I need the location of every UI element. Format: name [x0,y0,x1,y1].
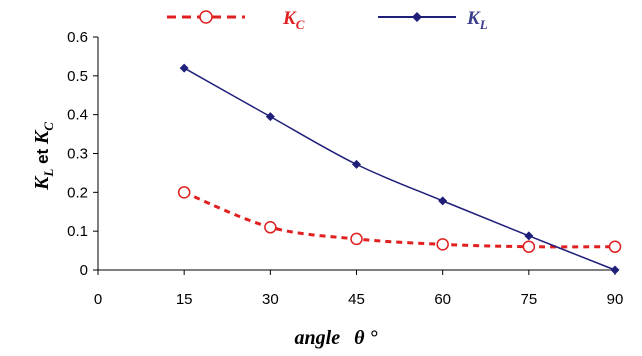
series-kl-point-2 [352,159,361,169]
y-tick-label-1: 0.1 [67,223,88,240]
y-axis-title-k2-sub: C [41,122,56,131]
legend-kl-marker [412,12,422,22]
y-tick-label-4: 0.4 [67,107,88,124]
x-ticks: 0 15 30 45 60 75 90 [94,270,624,308]
series-kl-point-0 [179,63,189,73]
axes: 0 0.1 0.2 0.3 0.4 0.5 0.6 0 15 30 45 60 75 90 [67,29,623,308]
x-tick-label-5: 75 [520,291,537,308]
y-tick-label-0: 0 [80,262,88,279]
legend-kc-marker [199,10,213,24]
y-ticks: 0 0.1 0.2 0.3 0.4 0.5 0.6 [67,29,98,279]
legend-kl-label-sub: L [479,17,488,32]
x-axis-title-unit: ° [369,327,377,349]
x-tick-label-1: 15 [176,291,193,308]
legend-kc-label-sub: C [296,17,305,32]
series-kl-line [183,67,616,271]
legend-kl-label: KL [466,8,488,32]
series-kc-point-5 [608,240,622,253]
x-tick-label-4: 60 [434,291,451,308]
y-tick-label-3: 0.3 [67,146,88,163]
x-tick-label-0: 0 [94,291,102,308]
x-axis-title: angle θ ° [295,327,378,349]
series-layer [177,63,622,275]
y-tick-label-2: 0.2 [67,184,88,201]
legend-kl-label-main: K [466,8,481,29]
y-tick-label-6: 0.6 [67,29,88,46]
series-kl-point-1 [265,112,275,122]
series-kl-point-4 [524,231,534,241]
x-axis-title-symbol: θ [354,327,365,349]
legend: KC KL [167,8,488,32]
y-axis-title-k1-sub: L [41,169,56,178]
legend-item-kc: KC [167,8,305,32]
series-kc-line [183,190,616,249]
series-kl-point-3 [438,196,448,206]
x-axis-title-main: angle [295,327,341,349]
y-axis-title-k2: K [31,129,53,145]
legend-item-kl: KL [378,8,488,32]
y-axis-title-k1: K [31,175,53,191]
x-tick-label-2: 30 [262,291,279,308]
x-tick-label-3: 45 [348,291,365,308]
y-axis-title: KL et KC [31,122,56,191]
x-tick-label-6: 90 [607,291,624,308]
series-kc-point-0 [177,186,191,199]
series-kc-point-1 [264,221,277,234]
y-tick-label-5: 0.5 [67,68,88,85]
legend-kc-label: KC [282,8,305,32]
series-kc-point-2 [350,232,363,246]
series-kc-point-4 [522,240,536,253]
legend-kc-label-main: K [282,8,297,29]
y-axis-title-middle: et [33,144,52,169]
series-kc-point-3 [436,238,449,251]
series-kl-point-5 [610,265,620,275]
